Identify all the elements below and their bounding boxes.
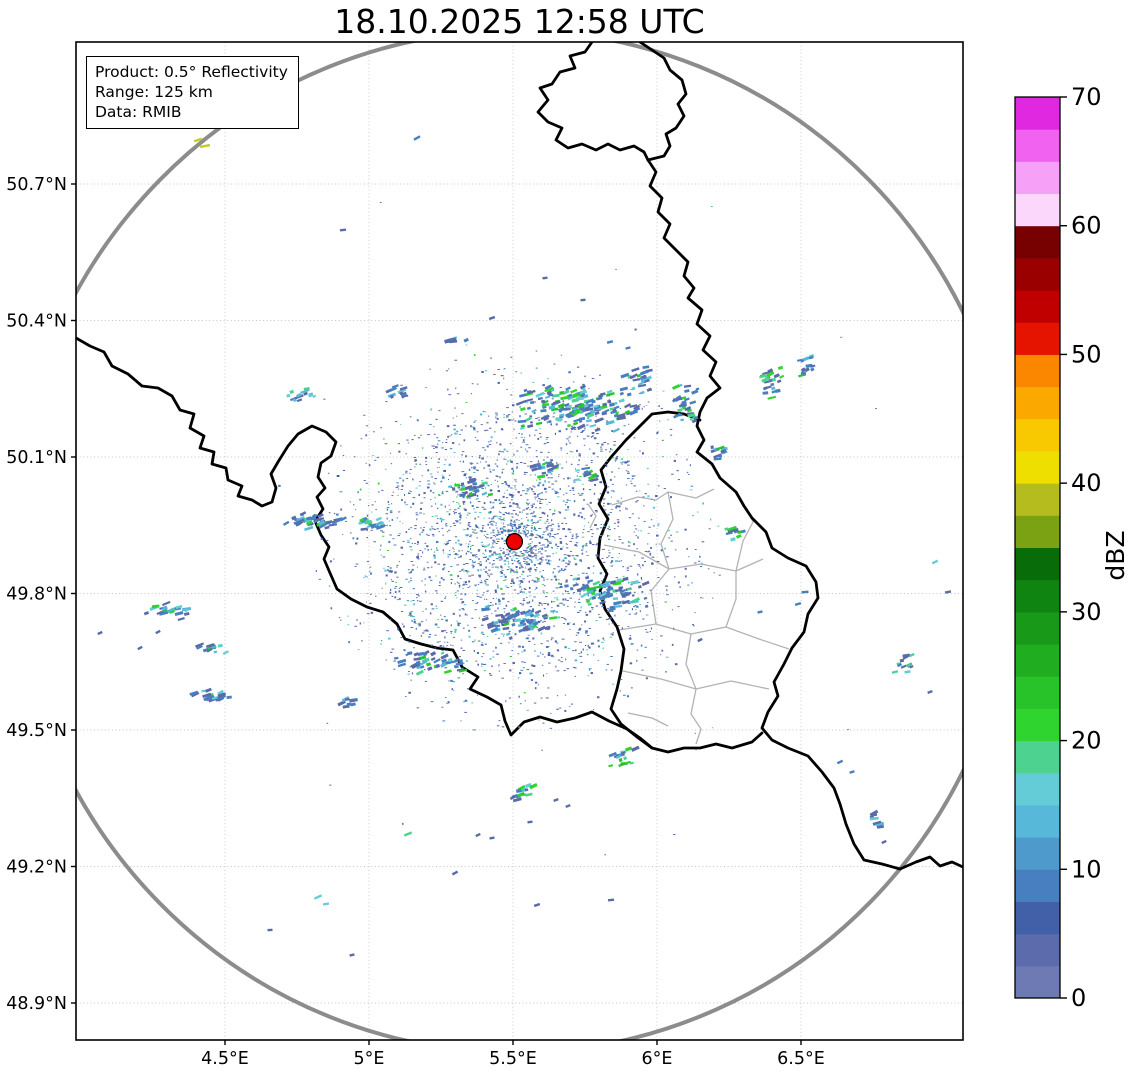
info-product-line: Product: 0.5° Reflectivity [95, 63, 288, 81]
ground-clutter-layer [278, 202, 877, 856]
colorbar-tick-label: 0 [1071, 984, 1086, 1012]
colorbar-tick-label: 30 [1071, 598, 1102, 626]
colorbar-segment [1015, 837, 1060, 870]
grid-lines [76, 42, 963, 1040]
colorbar-segment [1015, 386, 1060, 420]
colorbar-segment [1015, 901, 1060, 935]
colorbar-tick-label: 20 [1071, 727, 1102, 755]
colorbar-segment [1015, 483, 1060, 516]
colorbar-tick-label: 50 [1071, 340, 1102, 368]
radar-site-marker [505, 533, 524, 551]
colorbar-segment [1015, 97, 1060, 130]
colorbar-segment [1015, 193, 1060, 227]
y-tick-label: 49.8°N [6, 585, 67, 605]
colorbar-tick-label: 70 [1071, 83, 1102, 111]
y-tick-label: 50.1°N [6, 448, 67, 468]
country-borders [76, 42, 963, 871]
colorbar-segment [1015, 515, 1060, 548]
colorbar-segment [1015, 579, 1060, 613]
colorbar-segment [1015, 708, 1060, 742]
x-tick-label: 5°E [354, 1049, 385, 1069]
y-tick-label: 49.2°N [6, 858, 67, 878]
colorbar-segment [1015, 129, 1060, 162]
colorbar-segment [1015, 933, 1060, 967]
colorbar-segment [1015, 676, 1060, 709]
x-tick-label: 5.5°E [489, 1049, 537, 1069]
x-tick-label: 4.5°E [201, 1049, 249, 1069]
x-tick-label: 6°E [642, 1049, 673, 1069]
colorbar-segment [1015, 804, 1060, 838]
colorbar-segment [1015, 547, 1060, 581]
figure-title: 18.10.2025 12:58 UTC [334, 2, 705, 41]
echo-cluster-layer [97, 135, 952, 957]
colorbar-segment [1015, 354, 1060, 388]
colorbar-segment [1015, 611, 1060, 645]
colorbar-segment [1015, 869, 1060, 902]
colorbar-tick-label: 40 [1071, 469, 1102, 497]
y-tick-label: 50.7°N [6, 175, 67, 195]
colorbar-segment [1015, 965, 1060, 999]
axis-ticks-and-labels: 4.5°E 5°E 5.5°E 6°E 6.5°E 50.7°N 50.4°N 50.1°N 4… [6, 175, 825, 1069]
colorbar-segment [1015, 772, 1060, 806]
colorbar-axis-label: dBZ [1101, 530, 1130, 580]
colorbar-segment [1015, 225, 1060, 259]
colorbar-segment [1015, 644, 1060, 677]
colorbar-tick-label: 60 [1071, 212, 1102, 240]
colorbar-segment [1015, 450, 1060, 484]
colorbar-segment [1015, 418, 1060, 452]
y-tick-label: 50.4°N [6, 312, 67, 332]
colorbar-segment [1015, 161, 1060, 195]
y-tick-label: 48.9°N [6, 994, 67, 1014]
info-data-line: Data: RMIB [95, 103, 182, 122]
colorbar-tick-label: 10 [1071, 855, 1102, 883]
colorbar-segment [1015, 322, 1060, 355]
product-info-box: Product: 0.5° Reflectivity Range: 125 km… [86, 56, 299, 130]
colorbar-segment [1015, 257, 1060, 291]
map-layers [76, 42, 963, 1040]
x-tick-label: 6.5°E [777, 1049, 825, 1069]
info-range-line: Range: 125 km [95, 83, 213, 102]
colorbar: 0 10 20 30 40 50 60 70 dBZ [1014, 83, 1130, 1012]
colorbar-segment [1015, 740, 1060, 774]
canton-borders [587, 488, 790, 745]
y-tick-label: 49.5°N [6, 721, 67, 741]
plot-frame [75, 41, 964, 1041]
colorbar-segment [1015, 290, 1060, 323]
